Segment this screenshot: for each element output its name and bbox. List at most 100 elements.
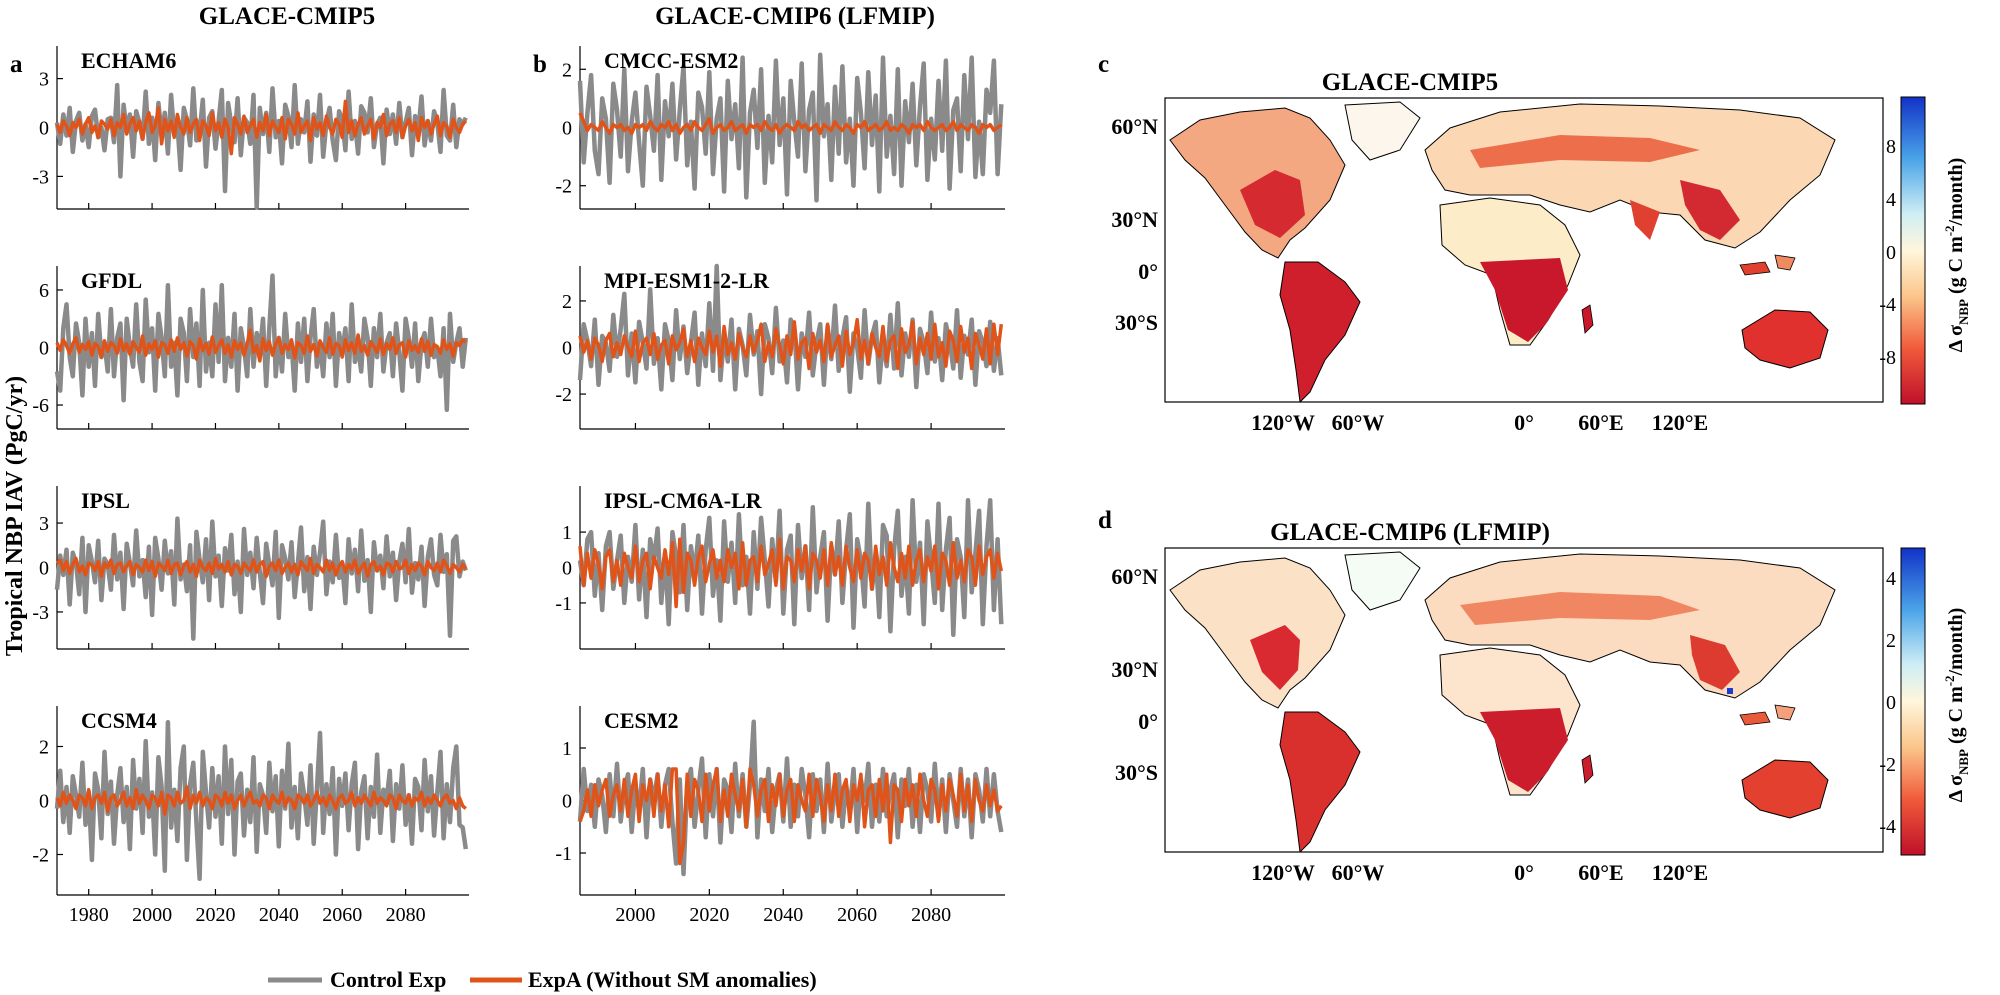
panel-title: IPSL — [81, 488, 130, 513]
y-tick-label: 1 — [562, 738, 572, 760]
line-panel-cesm2: 1 0 -1 2000 2020 2040 2060 2080 CESM2 — [555, 706, 1005, 926]
panel-letter-b: b — [533, 51, 547, 78]
land-south-america-d — [1279, 711, 1361, 852]
land-greenland-d — [1344, 551, 1421, 611]
lon-tick-label: 60°E — [1578, 410, 1623, 435]
lon-tick-label: 120°W — [1251, 860, 1315, 885]
colorbar-d — [1900, 547, 1926, 856]
series-line-control — [577, 52, 1004, 203]
y-tick-label: 3 — [39, 513, 49, 535]
lat-tick-label: 0° — [1138, 709, 1158, 734]
y-tick-label: 0 — [562, 118, 572, 140]
map-panel-d: GLACE-CMIP6 (LFMIP) 120°W 60°W 0° 60°E 1… — [1111, 519, 1971, 885]
lon-tick-label: 120°E — [1652, 410, 1708, 435]
panel-letter-d: d — [1098, 507, 1112, 534]
map-panel-c: GLACE-CMIP5 120°W — [1111, 69, 1971, 435]
lon-tick-label: 120°W — [1251, 410, 1315, 435]
col-title-cmip5: GLACE-CMIP5 — [199, 3, 375, 30]
panel-title: GFDL — [81, 268, 142, 293]
x-tick-label: 1980 — [69, 904, 109, 926]
series-line-expa — [578, 317, 1004, 371]
y-axis-label: Tropical NBP IAV (PgC/yr) — [2, 376, 28, 656]
land-australia-c — [1741, 309, 1829, 369]
panel-letter-a: a — [10, 51, 23, 78]
panel-title: MPI-ESM1-2-LR — [604, 268, 770, 293]
y-tick-label: 3 — [39, 69, 49, 91]
colorbar-tick: 0 — [1886, 242, 1896, 264]
y-tick-label: -1 — [555, 843, 572, 865]
panel-title: CCSM4 — [81, 708, 157, 733]
colorbar-c — [1900, 96, 1926, 405]
series-line-expa — [578, 767, 1003, 866]
lon-tick-label: 60°W — [1332, 860, 1385, 885]
y-tick-label: 0 — [39, 118, 49, 140]
lon-tick-label: 60°W — [1332, 410, 1385, 435]
y-tick-label: 0 — [562, 791, 572, 813]
land-greenland-c — [1344, 101, 1421, 161]
legend: Control Exp ExpA (Without SM anomalies) — [268, 967, 817, 992]
y-tick-label: 2 — [562, 59, 572, 81]
lat-tick-label: 60°N — [1111, 564, 1158, 589]
y-tick-label: 0 — [39, 558, 49, 580]
map-ticks-d: 120°W 60°W 0° 60°E 120°E 60°N 30°N 0° 30… — [1111, 564, 1708, 885]
series-line-expa — [578, 537, 1004, 609]
line-panel-mpi-esm1-2-lr: 2 0 -2 MPI-ESM1-2-LR — [555, 263, 1005, 430]
colorbar-tick: -8 — [1879, 347, 1896, 369]
line-panel-cmcc-esm2: 2 0 -2 CMCC-ESM2 — [555, 46, 1005, 210]
series-line-control — [54, 516, 468, 641]
colorbar-label-c: Δ σNBP (g C m-2/month) — [1942, 158, 1971, 353]
colorbar-tick: 4 — [1886, 189, 1896, 211]
series-line-expa — [578, 112, 1003, 136]
y-tick-label: 2 — [562, 291, 572, 313]
x-tick-label: 2080 — [911, 904, 951, 926]
lat-tick-label: 0° — [1138, 259, 1158, 284]
map-ticks-c: 120°W 60°W 0° 60°E 120°E 60°N 30°N 0° 30… — [1111, 114, 1708, 435]
panel-title: CMCC-ESM2 — [604, 48, 738, 73]
line-panel-gfdl: 6 0 -6 GFDL — [32, 266, 469, 430]
x-tick-label: 2020 — [195, 904, 235, 926]
lon-tick-label: 0° — [1514, 860, 1534, 885]
y-tick-label: -3 — [32, 602, 49, 624]
y-tick-label: 0 — [39, 791, 49, 813]
y-tick-label: -2 — [32, 845, 49, 867]
series-line-expa — [55, 785, 467, 816]
lat-tick-label: 30°N — [1111, 657, 1158, 682]
x-tick-label: 2060 — [322, 904, 362, 926]
colorbar-label-d: Δ σNBP (g C m-2/month) — [1942, 608, 1971, 803]
x-tick-label: 2000 — [132, 904, 172, 926]
legend-control-label: Control Exp — [330, 967, 446, 992]
map-land-d — [1169, 551, 1836, 852]
lat-tick-label: 30°N — [1111, 207, 1158, 232]
y-tick-label: 0 — [562, 338, 572, 360]
map-title-d: GLACE-CMIP6 (LFMIP) — [1270, 519, 1550, 546]
lon-tick-label: 0° — [1514, 410, 1534, 435]
lat-tick-label: 30°S — [1115, 310, 1158, 335]
y-tick-label: 0 — [562, 558, 572, 580]
series-line-control — [54, 82, 468, 210]
y-tick-label: 6 — [39, 280, 49, 302]
x-tick-label: 2040 — [259, 904, 299, 926]
line-panel-ipsl-cm6a-lr: 1 0 -1 IPSL-CM6A-LR — [555, 486, 1005, 650]
series-line-expa — [55, 328, 467, 363]
colorbar-tick: -4 — [1879, 294, 1896, 316]
y-tick-label: -1 — [555, 593, 572, 615]
y-tick-label: -2 — [555, 384, 572, 406]
lon-tick-label: 120°E — [1652, 860, 1708, 885]
lon-tick-label: 60°E — [1578, 860, 1623, 885]
panel-title: CESM2 — [604, 708, 679, 733]
colorbar-tick: -4 — [1879, 816, 1896, 838]
land-south-america-c — [1279, 261, 1361, 402]
colorbar-tick: 2 — [1886, 630, 1896, 652]
colorbar-tick: 8 — [1886, 136, 1896, 158]
line-panel-echam6: 3 0 -3 ECHAM6 — [32, 46, 469, 210]
col-title-cmip6: GLACE-CMIP6 (LFMIP) — [655, 3, 935, 30]
series-line-expa — [55, 556, 468, 579]
line-panel-ccsm4: 2 0 -2 1980 2000 2020 2040 2060 2080 CCSM4 — [32, 706, 469, 926]
y-tick-label: 2 — [39, 737, 49, 759]
x-tick-label: 2040 — [763, 904, 803, 926]
series-line-control — [577, 263, 1004, 397]
panel-letter-c: c — [1098, 51, 1109, 78]
y-tick-label: 0 — [39, 338, 49, 360]
y-tick-label: -6 — [32, 395, 49, 417]
